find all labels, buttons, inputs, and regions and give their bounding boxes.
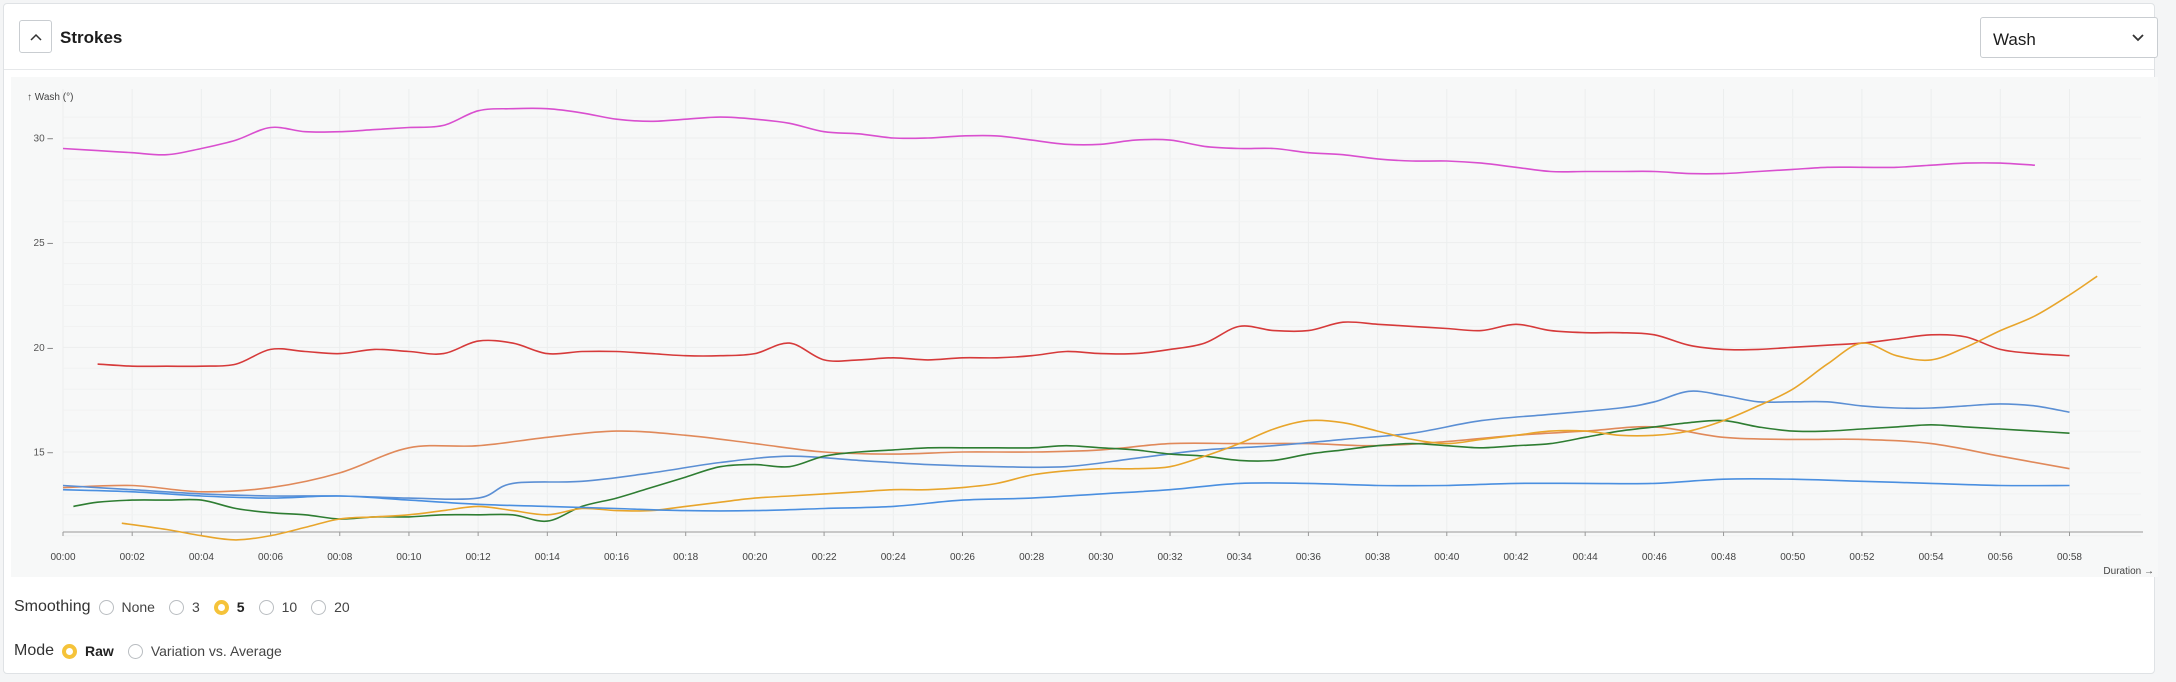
x-tick-label: 00:34: [1227, 552, 1252, 563]
series-line-6: [121, 275, 2098, 541]
mode-radio[interactable]: [62, 643, 78, 659]
smoothing-radio[interactable]: [311, 599, 327, 615]
mode-radio[interactable]: [127, 643, 143, 659]
x-tick-label: 00:46: [1642, 552, 1667, 563]
smoothing-radio[interactable]: [98, 599, 114, 615]
smoothing-option-10[interactable]: 10: [258, 599, 298, 615]
x-tick-label: 00:58: [2057, 552, 2082, 563]
x-tick-label: 00:08: [327, 552, 352, 563]
x-tick-label: 00:54: [1919, 552, 1944, 563]
x-tick-label: 00:38: [1365, 552, 1390, 563]
series-line-2: [97, 321, 2070, 368]
smoothing-option-label: None: [121, 599, 155, 615]
x-tick-label: 00:12: [466, 552, 491, 563]
x-tick-label: 00:32: [1158, 552, 1183, 563]
x-tick-label: 00:36: [1296, 552, 1321, 563]
mode-label: Mode: [14, 642, 55, 659]
series-line-3: [62, 425, 2070, 493]
mode-option-label: Raw: [85, 643, 114, 659]
metric-select[interactable]: Wash: [1980, 17, 2158, 58]
smoothing-option-label: 3: [191, 599, 200, 615]
x-tick-label: 00:48: [1711, 552, 1736, 563]
panel-header: Strokes Wash: [4, 4, 2158, 70]
chevron-down-icon: [2132, 34, 2144, 42]
x-tick-label: 00:16: [604, 552, 629, 563]
x-tick-label: 00:18: [673, 552, 698, 563]
chevron-up-icon: [29, 33, 42, 41]
smoothing-option-5[interactable]: 5: [213, 599, 245, 615]
line-chart: ↑ Wash (°) 15 – 20 – 25 – 30 – 00:00 00:02 00:0…: [27, 89, 2154, 577]
mode-option-variation-vs-average[interactable]: Variation vs. Average: [127, 643, 282, 659]
x-tick-label: 00:44: [1573, 552, 1598, 563]
x-tick-label: 00:56: [1988, 552, 2013, 563]
x-tick-label: 00:00: [50, 552, 75, 563]
mode-control: Mode Raw Variation vs. Average: [14, 641, 296, 661]
mode-option-label: Variation vs. Average: [150, 643, 282, 659]
y-tick-label: 20 –: [34, 343, 54, 354]
x-tick-label: 00:30: [1088, 552, 1113, 563]
series-line-4: [62, 390, 2070, 501]
series-line-1: [62, 107, 2035, 175]
x-tick-label: 00:04: [189, 552, 214, 563]
smoothing-option-3[interactable]: 3: [168, 599, 200, 615]
x-tick-label: 00:14: [535, 552, 560, 563]
smoothing-radio[interactable]: [213, 599, 229, 615]
mode-option-raw[interactable]: Raw: [62, 643, 114, 659]
series-line-7: [62, 478, 2070, 512]
smoothing-radio[interactable]: [168, 599, 184, 615]
x-tick-label: 00:02: [120, 552, 145, 563]
y-tick-label: 30 –: [34, 134, 54, 145]
smoothing-option-label: 5: [236, 599, 245, 615]
y-tick-label: 25 –: [34, 238, 54, 249]
x-tick-label: 00:26: [950, 552, 975, 563]
smoothing-radio[interactable]: [258, 599, 274, 615]
y-axis-label: ↑ Wash (°): [27, 92, 73, 103]
panel-title: Strokes: [60, 28, 123, 47]
smoothing-option-none[interactable]: None: [98, 599, 155, 615]
x-tick-label: 00:40: [1434, 552, 1459, 563]
x-tick-label: 00:10: [396, 552, 421, 563]
collapse-button[interactable]: [19, 20, 52, 53]
x-tick-label: 00:28: [1019, 552, 1044, 563]
smoothing-option-label: 10: [281, 599, 298, 615]
x-tick-label: 00:20: [742, 552, 767, 563]
x-tick-label: 00:06: [258, 552, 283, 563]
y-tick-label: 15 –: [34, 448, 54, 459]
x-tick-label: 00:22: [812, 552, 837, 563]
x-tick-label: 00:50: [1780, 552, 1805, 563]
metric-select-value: Wash: [1993, 30, 2036, 49]
series-line-5: [73, 419, 2070, 523]
chart-area: ↑ Wash (°) 15 – 20 – 25 – 30 – 00:00 00:02 00:0…: [11, 77, 2158, 577]
x-tick-label: 00:52: [1849, 552, 1874, 563]
smoothing-option-label: 20: [334, 599, 350, 615]
smoothing-option-20[interactable]: 20: [311, 599, 350, 615]
x-tick-label: 00:24: [881, 552, 906, 563]
smoothing-control: Smoothing None 3 5 10 20: [14, 597, 364, 617]
x-axis-label: Duration →: [2103, 566, 2154, 577]
smoothing-label: Smoothing: [14, 598, 91, 615]
x-tick-label: 00:42: [1503, 552, 1528, 563]
strokes-panel: Strokes Wash ↑ Wash (°) 15 – 20 – 25 – 30 – 0…: [3, 3, 2158, 674]
